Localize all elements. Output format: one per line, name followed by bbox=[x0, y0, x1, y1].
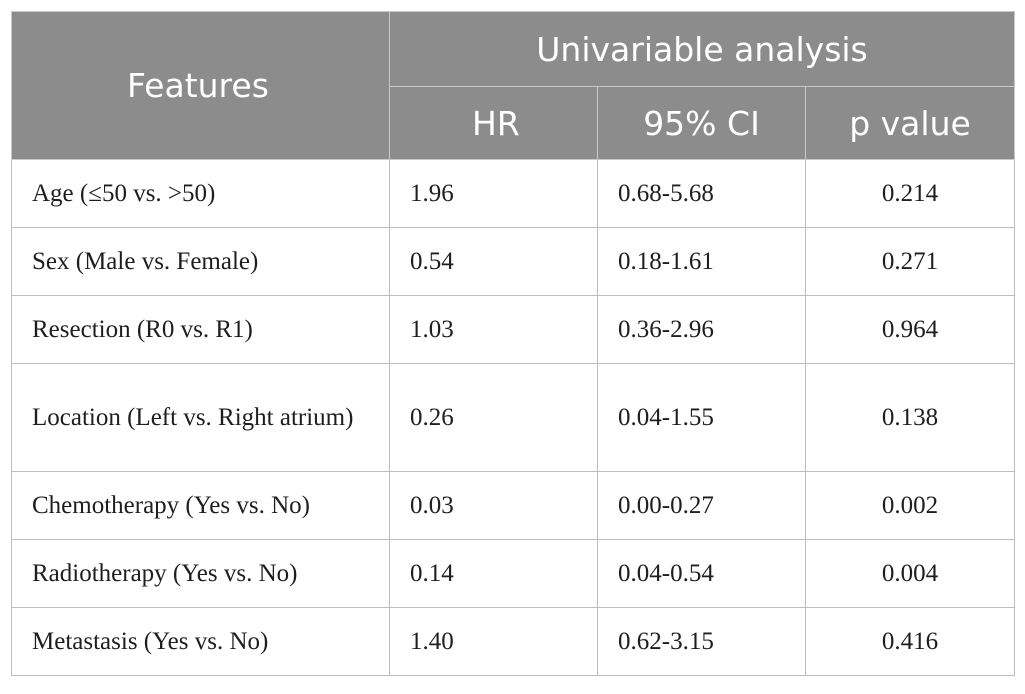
table-row: Age (≤50 vs. >50) 1.96 0.68-5.68 0.214 bbox=[11, 159, 1016, 228]
header-row-top: Features Univariable analysis bbox=[11, 11, 1016, 160]
ci-header: 95% CI bbox=[597, 86, 806, 160]
table-row: Location (Left vs. Right atrium) 0.26 0.… bbox=[11, 363, 1016, 472]
feature-cell: Location (Left vs. Right atrium) bbox=[11, 363, 390, 472]
features-header: Features bbox=[11, 11, 390, 160]
feature-cell: Resection (R0 vs. R1) bbox=[11, 295, 390, 364]
ci-cell: 0.62-3.15 bbox=[597, 607, 806, 676]
table-body: Age (≤50 vs. >50) 1.96 0.68-5.68 0.214 S… bbox=[11, 159, 1016, 676]
p-value-cell: 0.964 bbox=[804, 295, 1016, 364]
p-value-cell: 0.004 bbox=[804, 539, 1016, 608]
table-header: Features Univariable analysis HR 95% CI … bbox=[11, 11, 1016, 160]
feature-cell: Chemotherapy (Yes vs. No) bbox=[11, 471, 390, 540]
ci-cell: 0.04-1.55 bbox=[597, 363, 806, 472]
p-value-cell: 0.138 bbox=[804, 363, 1016, 472]
ci-cell: 0.18-1.61 bbox=[597, 227, 806, 296]
hr-cell: 0.03 bbox=[389, 471, 598, 540]
p-value-cell: 0.214 bbox=[804, 159, 1016, 228]
ci-cell: 0.00-0.27 bbox=[597, 471, 806, 540]
p-value-cell: 0.271 bbox=[804, 227, 1016, 296]
p-value-header: p value bbox=[804, 86, 1016, 160]
hr-cell: 1.40 bbox=[389, 607, 598, 676]
feature-cell: Metastasis (Yes vs. No) bbox=[11, 607, 390, 676]
univariable-analysis-table: Features Univariable analysis HR 95% CI … bbox=[11, 11, 1016, 676]
hr-cell: 0.26 bbox=[389, 363, 598, 472]
ci-cell: 0.04-0.54 bbox=[597, 539, 806, 608]
feature-cell: Sex (Male vs. Female) bbox=[11, 227, 390, 296]
p-value-cell: 0.416 bbox=[804, 607, 1016, 676]
header-row-sub: HR 95% CI p value bbox=[12, 86, 1016, 160]
hr-cell: 0.14 bbox=[389, 539, 598, 608]
table-row: Chemotherapy (Yes vs. No) 0.03 0.00-0.27… bbox=[11, 471, 1016, 540]
feature-cell: Radiotherapy (Yes vs. No) bbox=[11, 539, 390, 608]
hr-cell: 1.96 bbox=[389, 159, 598, 228]
hr-cell: 1.03 bbox=[389, 295, 598, 364]
table-row: Metastasis (Yes vs. No) 1.40 0.62-3.15 0… bbox=[11, 607, 1016, 676]
table-row: Sex (Male vs. Female) 0.54 0.18-1.61 0.2… bbox=[11, 227, 1016, 296]
p-value-cell: 0.002 bbox=[804, 471, 1016, 540]
univariable-analysis-header: Univariable analysis bbox=[388, 11, 1016, 87]
table-row: Resection (R0 vs. R1) 1.03 0.36-2.96 0.9… bbox=[11, 295, 1016, 364]
hr-header: HR bbox=[389, 86, 598, 160]
hr-cell: 0.54 bbox=[389, 227, 598, 296]
feature-cell: Age (≤50 vs. >50) bbox=[11, 159, 390, 228]
table-row: Radiotherapy (Yes vs. No) 0.14 0.04-0.54… bbox=[11, 539, 1016, 608]
ci-cell: 0.36-2.96 bbox=[597, 295, 806, 364]
ci-cell: 0.68-5.68 bbox=[597, 159, 806, 228]
